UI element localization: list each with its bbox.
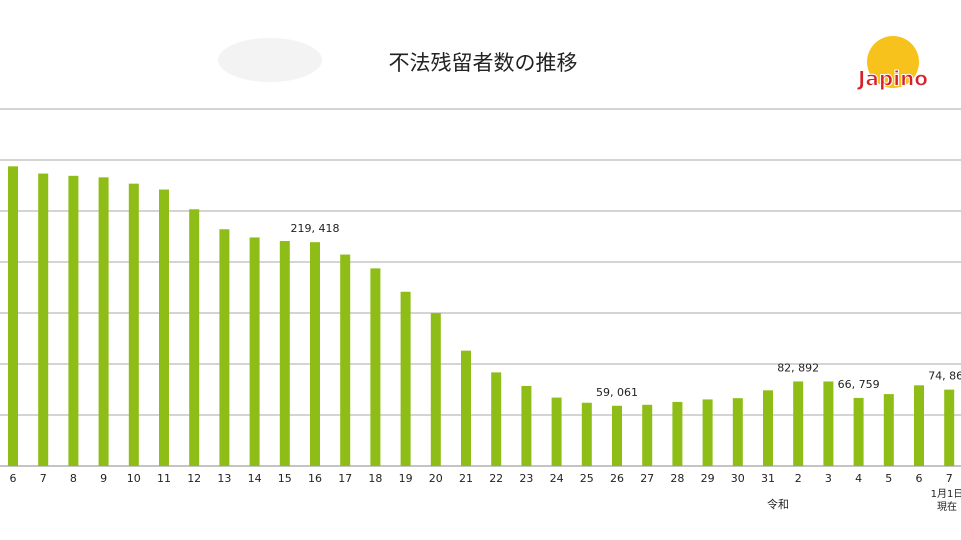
bar <box>793 381 804 466</box>
x-tick-label: 12 <box>187 472 201 485</box>
x-tick-label: 14 <box>248 472 262 485</box>
x-tick-label: 24 <box>550 472 564 485</box>
bar <box>672 401 683 466</box>
value-label: 66, 759 <box>838 378 880 391</box>
logo-text: Japino <box>856 67 928 91</box>
bar <box>702 399 713 466</box>
x-tick-label: 28 <box>670 472 684 485</box>
date-note: 現在 <box>937 501 957 513</box>
bar <box>521 385 532 466</box>
logo: Japino <box>855 36 929 91</box>
value-label: 74, 863 <box>928 370 961 383</box>
x-tick-label: 26 <box>610 472 624 485</box>
bar <box>219 229 230 466</box>
bar <box>430 313 441 466</box>
bar <box>914 385 924 466</box>
bar <box>8 166 18 466</box>
bar <box>461 350 471 466</box>
x-tick-label: 11 <box>157 472 171 485</box>
bar <box>612 405 622 466</box>
bar <box>310 242 320 466</box>
bar <box>370 268 381 466</box>
bar <box>159 189 169 466</box>
x-tick-label: 2 <box>795 472 802 485</box>
bar <box>491 372 502 466</box>
era-label: 令和 <box>767 497 789 511</box>
x-tick-label: 23 <box>519 472 533 485</box>
x-tick-label: 31 <box>761 472 775 485</box>
x-tick-label: 9 <box>100 472 107 485</box>
x-tick-label: 7 <box>40 472 47 485</box>
value-label: 82, 892 <box>777 361 819 374</box>
x-tick-label: 8 <box>70 472 77 485</box>
x-tick-label: 25 <box>580 472 594 485</box>
x-tick-label: 29 <box>701 472 715 485</box>
x-tick-label: 3 <box>825 472 832 485</box>
bar <box>400 291 411 466</box>
x-tick-label: 6 <box>916 472 923 485</box>
bar <box>581 402 592 466</box>
bar <box>98 177 109 466</box>
bar <box>128 183 139 466</box>
x-tick-label: 30 <box>731 472 745 485</box>
x-tick-label: 27 <box>640 472 654 485</box>
chart-title: 不法残留者数の推移 <box>389 51 578 75</box>
bar <box>732 398 743 466</box>
x-tick-label: 13 <box>217 472 231 485</box>
bar <box>551 397 562 466</box>
bar <box>823 381 834 466</box>
value-label: 59, 061 <box>596 386 638 399</box>
logo-sun <box>867 36 919 88</box>
bar <box>189 209 200 467</box>
x-tick-label: 19 <box>399 472 413 485</box>
x-tick-label: 18 <box>368 472 382 485</box>
bar <box>340 254 351 466</box>
value-label: 219, 418 <box>291 222 340 235</box>
x-tick-label: 22 <box>489 472 503 485</box>
bar <box>883 394 894 466</box>
bar <box>642 404 653 466</box>
x-tick-label: 17 <box>338 472 352 485</box>
bar <box>763 390 773 466</box>
x-tick-label: 7 <box>946 472 953 485</box>
x-tick-label: 5 <box>885 472 892 485</box>
x-tick-label: 16 <box>308 472 322 485</box>
date-note: 1月1日 <box>931 488 961 500</box>
x-tick-label: 21 <box>459 472 473 485</box>
x-tick-label: 6 <box>10 472 17 485</box>
x-tick-label: 10 <box>127 472 141 485</box>
bar <box>249 237 260 466</box>
blur-patch <box>218 38 322 82</box>
bar <box>38 173 49 466</box>
x-tick-label: 4 <box>855 472 862 485</box>
bar <box>279 241 290 466</box>
x-tick-label: 15 <box>278 472 292 485</box>
bar <box>68 175 79 466</box>
bar <box>853 397 864 466</box>
bar <box>944 389 955 466</box>
x-tick-label: 20 <box>429 472 443 485</box>
